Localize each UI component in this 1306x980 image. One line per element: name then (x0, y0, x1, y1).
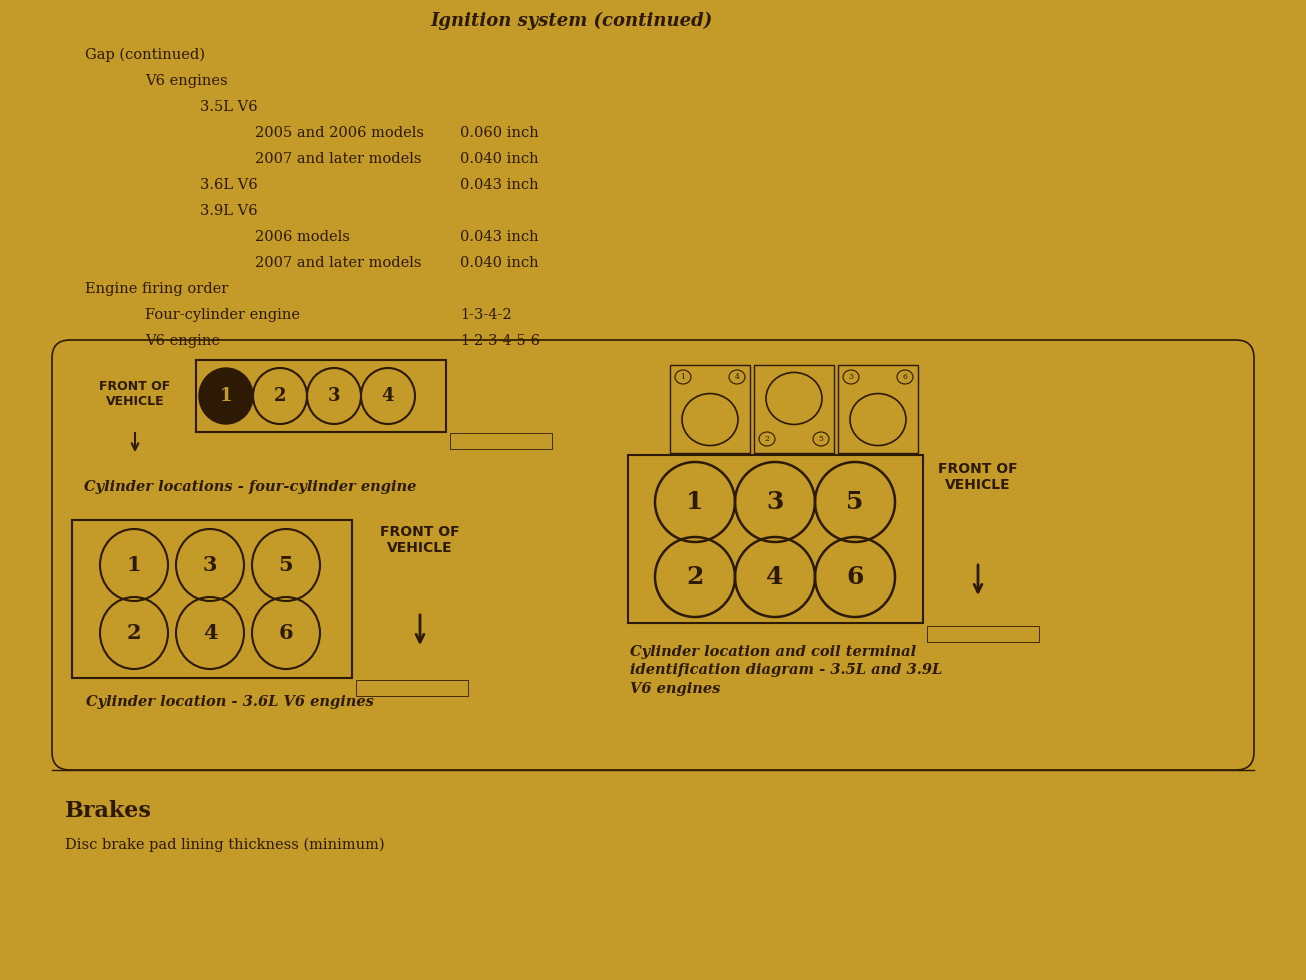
Text: 1-2-3-4-5-6: 1-2-3-4-5-6 (460, 334, 539, 348)
Text: Gap (continued): Gap (continued) (85, 48, 205, 63)
Text: Disc brake pad lining thickness (minimum): Disc brake pad lining thickness (minimum… (65, 838, 385, 853)
Text: 3.6L V6: 3.6L V6 (200, 178, 257, 192)
Bar (628, 455, 923, 623)
Text: 0.043 inch: 0.043 inch (460, 230, 538, 244)
Text: 3: 3 (849, 373, 854, 381)
FancyBboxPatch shape (357, 680, 468, 696)
Text: 1: 1 (127, 555, 141, 575)
Text: 6: 6 (902, 373, 908, 381)
Ellipse shape (199, 368, 253, 424)
Text: 1: 1 (680, 373, 686, 381)
Bar (196, 360, 447, 432)
FancyBboxPatch shape (451, 433, 552, 449)
Text: 4: 4 (734, 373, 739, 381)
Text: FRONT OF
VEHICLE: FRONT OF VEHICLE (380, 525, 460, 556)
Text: 4: 4 (767, 565, 784, 589)
Text: 0.040 inch: 0.040 inch (460, 152, 538, 166)
Text: 1: 1 (219, 387, 232, 405)
Text: Cylinder locations - four-cylinder engine: Cylinder locations - four-cylinder engin… (84, 480, 417, 494)
Text: 3: 3 (202, 555, 217, 575)
Text: 0.043 inch: 0.043 inch (460, 178, 538, 192)
Text: 2007 and later models: 2007 and later models (255, 256, 422, 270)
Text: A7309-8-SPECS HAYNES: A7309-8-SPECS HAYNES (468, 438, 534, 444)
Text: 2007 and later models: 2007 and later models (255, 152, 422, 166)
Text: 2: 2 (687, 565, 704, 589)
Bar (72, 520, 353, 678)
Text: Four-cylinder engine: Four-cylinder engine (145, 308, 300, 322)
Text: 38027-2B-SPECS HAYNES: 38027-2B-SPECS HAYNES (377, 685, 447, 691)
Text: 0.040 inch: 0.040 inch (460, 256, 538, 270)
Text: Brakes: Brakes (65, 800, 151, 822)
Text: 0.060 inch: 0.060 inch (460, 126, 539, 140)
Text: 5: 5 (846, 490, 863, 514)
Bar (754, 365, 835, 453)
Text: 2006 models: 2006 models (255, 230, 350, 244)
Text: 6: 6 (278, 623, 294, 643)
Text: V6 engine: V6 engine (145, 334, 219, 348)
Bar (670, 365, 750, 453)
Text: V6 engines: V6 engines (145, 74, 227, 88)
Text: 3.5L V6: 3.5L V6 (200, 100, 257, 114)
Text: 6: 6 (846, 565, 863, 589)
Text: Ignition system (continued): Ignition system (continued) (430, 12, 712, 30)
FancyBboxPatch shape (927, 626, 1040, 642)
Text: 38027-2B-SPECS HAYNES: 38027-2B-SPECS HAYNES (948, 631, 1017, 636)
Text: 3: 3 (767, 490, 784, 514)
Text: FRONT OF
VEHICLE: FRONT OF VEHICLE (938, 462, 1017, 492)
Text: 2: 2 (274, 387, 286, 405)
Text: 2: 2 (127, 623, 141, 643)
Text: 4: 4 (202, 623, 217, 643)
Text: Cylinder location - 3.6L V6 engines: Cylinder location - 3.6L V6 engines (86, 695, 374, 709)
Text: 2: 2 (764, 435, 769, 443)
Text: 1: 1 (687, 490, 704, 514)
Bar (838, 365, 918, 453)
Text: 5: 5 (819, 435, 824, 443)
Text: Cylinder location and coil terminal
identification diagram - 3.5L and 3.9L
V6 en: Cylinder location and coil terminal iden… (629, 645, 942, 696)
Text: 1-3-4-2: 1-3-4-2 (460, 308, 512, 322)
Text: 3: 3 (328, 387, 341, 405)
Text: 2005 and 2006 models: 2005 and 2006 models (255, 126, 424, 140)
Text: 4: 4 (381, 387, 394, 405)
Text: FRONT OF
VEHICLE: FRONT OF VEHICLE (99, 380, 171, 408)
Text: 3.9L V6: 3.9L V6 (200, 204, 257, 218)
Text: Engine firing order: Engine firing order (85, 282, 229, 296)
Text: 5: 5 (278, 555, 294, 575)
